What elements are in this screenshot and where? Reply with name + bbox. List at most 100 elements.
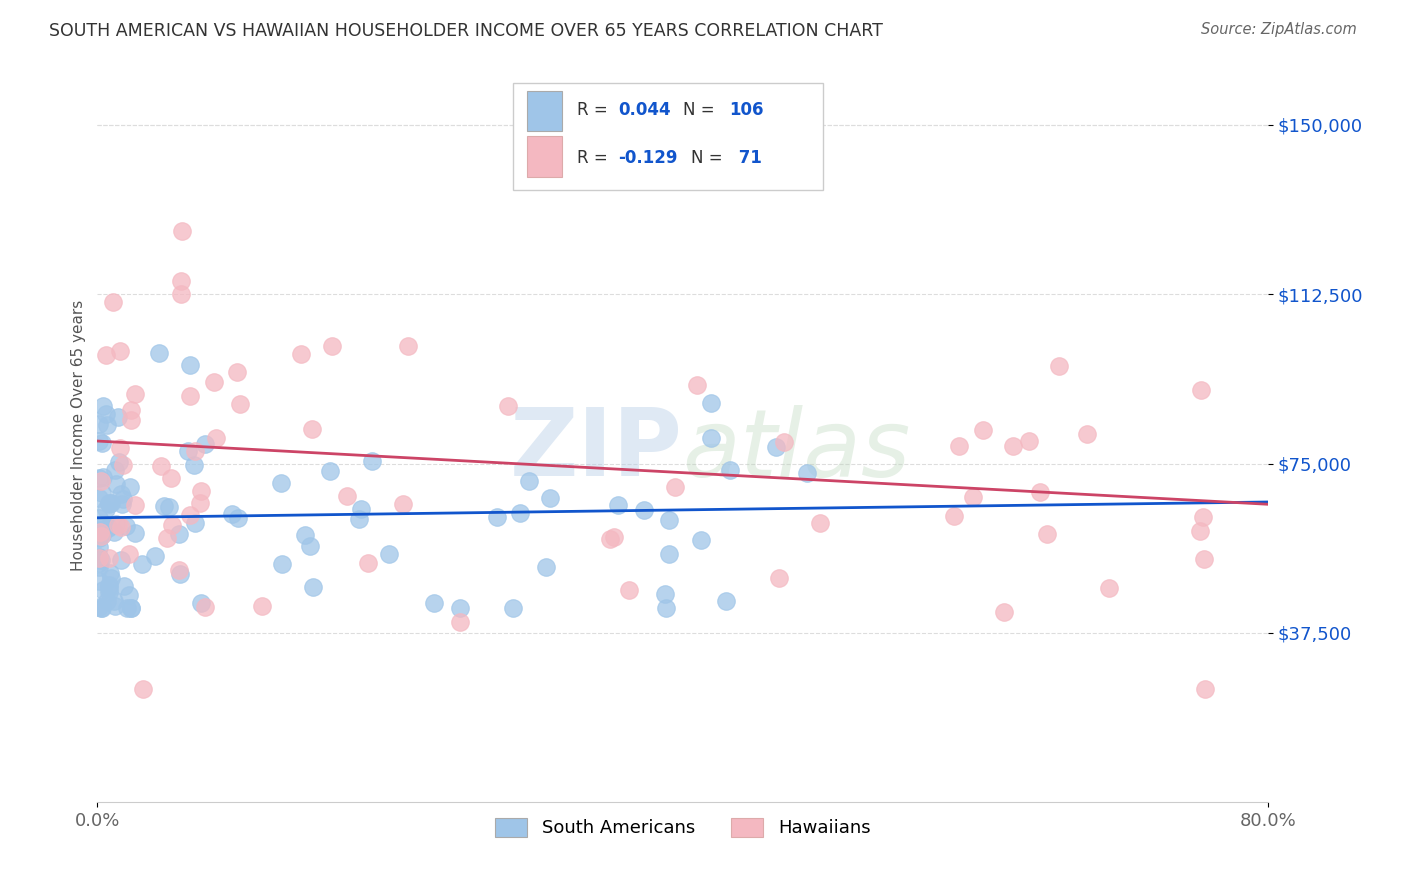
Point: [221, 508, 243, 522]
Point: [162, 517, 184, 532]
Point: [120, 601, 142, 615]
Point: [149, 458, 172, 473]
Point: [90, 601, 112, 615]
Point: [718, 463, 741, 477]
Point: [167, 527, 190, 541]
Point: [607, 498, 630, 512]
Point: [392, 497, 415, 511]
Point: [194, 437, 217, 451]
Point: [120, 413, 142, 427]
Point: [104, 463, 127, 477]
Point: [110, 519, 132, 533]
Point: [298, 539, 321, 553]
Point: [1098, 581, 1121, 595]
Point: [664, 479, 686, 493]
Point: [97, 577, 120, 591]
Point: [100, 495, 122, 509]
Point: [90, 553, 112, 567]
Point: [108, 454, 131, 468]
Text: 106: 106: [730, 101, 763, 119]
Point: [143, 549, 166, 564]
Point: [107, 517, 129, 532]
Point: [110, 344, 132, 359]
Point: [179, 389, 201, 403]
Point: [357, 556, 380, 570]
Point: [496, 399, 519, 413]
Point: [179, 508, 201, 522]
Point: [103, 294, 125, 309]
Point: [190, 596, 212, 610]
Point: [349, 501, 371, 516]
Point: [603, 530, 626, 544]
Point: [96, 521, 118, 535]
Text: R =: R =: [578, 149, 613, 167]
Point: [690, 533, 713, 548]
Point: [103, 525, 125, 540]
Point: [1192, 510, 1215, 524]
Point: [177, 444, 200, 458]
Point: [94, 502, 117, 516]
FancyBboxPatch shape: [513, 83, 823, 190]
Text: 71: 71: [733, 149, 762, 167]
Point: [97, 496, 120, 510]
Point: [183, 516, 205, 530]
Point: [321, 339, 343, 353]
Point: [1036, 526, 1059, 541]
Point: [172, 224, 194, 238]
Point: [124, 386, 146, 401]
Y-axis label: Householder Income Over 65 years: Householder Income Over 65 years: [72, 300, 86, 571]
Point: [772, 434, 794, 449]
Point: [111, 458, 134, 473]
Point: [89, 531, 111, 545]
Point: [808, 516, 831, 531]
Point: [111, 496, 134, 510]
Point: [87, 549, 110, 564]
Point: [655, 601, 678, 615]
Point: [271, 557, 294, 571]
Point: [90, 474, 112, 488]
Point: [120, 479, 142, 493]
Point: [349, 512, 371, 526]
Point: [226, 511, 249, 525]
Point: [194, 599, 217, 614]
Point: [120, 601, 142, 615]
Point: [94, 407, 117, 421]
Point: [250, 599, 273, 613]
Point: [228, 397, 250, 411]
Text: 0.044: 0.044: [619, 101, 671, 119]
Point: [619, 582, 641, 597]
Point: [302, 580, 325, 594]
Point: [1002, 439, 1025, 453]
Point: [318, 464, 340, 478]
Point: [89, 556, 111, 570]
Point: [502, 601, 524, 615]
Point: [768, 571, 790, 585]
Point: [179, 358, 201, 372]
Point: [96, 417, 118, 432]
Point: [599, 532, 621, 546]
Point: [294, 528, 316, 542]
Point: [1192, 551, 1215, 566]
Point: [87, 551, 110, 566]
Point: [700, 432, 723, 446]
Point: [170, 274, 193, 288]
Point: [169, 563, 191, 577]
Point: [449, 601, 471, 615]
Point: [183, 458, 205, 472]
Point: [170, 286, 193, 301]
Point: [87, 470, 110, 484]
Point: [993, 605, 1015, 619]
Text: -0.129: -0.129: [619, 149, 678, 167]
Point: [103, 594, 125, 608]
Point: [87, 417, 110, 431]
Point: [94, 348, 117, 362]
Point: [633, 503, 655, 517]
Point: [449, 615, 471, 630]
Point: [107, 410, 129, 425]
Point: [270, 476, 292, 491]
Point: [1189, 383, 1212, 397]
Point: [204, 375, 226, 389]
Point: [98, 497, 121, 511]
Point: [205, 431, 228, 445]
Point: [658, 513, 681, 527]
